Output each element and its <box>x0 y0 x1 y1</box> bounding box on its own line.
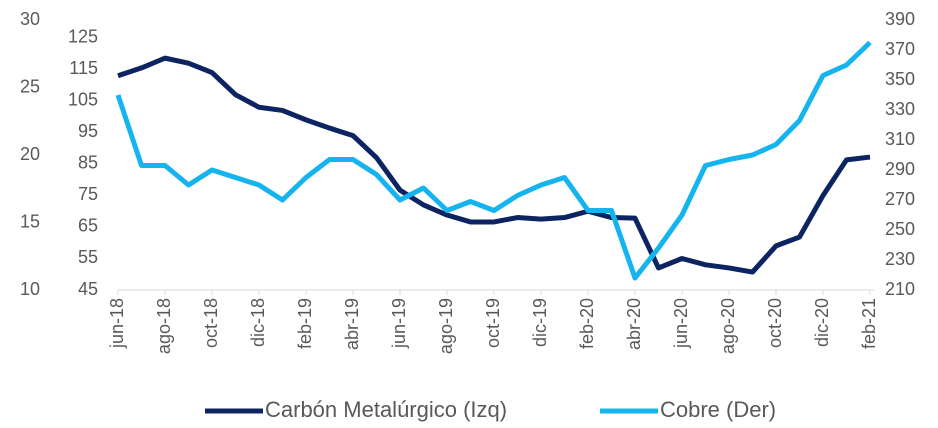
x-tick-label: oct-18 <box>201 298 221 348</box>
y3-tick-label: 25 <box>20 76 40 96</box>
y2-tick-label: 370 <box>885 39 915 59</box>
x-tick-label: dic-20 <box>812 298 832 347</box>
y2-tick-label: 250 <box>885 219 915 239</box>
y2-tick-label: 230 <box>885 249 915 269</box>
y-tick-label: 115 <box>69 58 98 78</box>
y-tick-label: 95 <box>78 121 98 141</box>
y2-tick-label: 330 <box>885 99 915 119</box>
y3-tick-label: 30 <box>20 9 40 29</box>
y-tick-label: 105 <box>68 90 98 110</box>
legend-label: Carbón Metalúrgico (Izq) <box>265 397 507 422</box>
legend-label: Cobre (Der) <box>660 397 776 422</box>
x-tick-label: oct-19 <box>483 298 503 348</box>
x-tick-label: dic-18 <box>248 298 268 347</box>
x-tick-label: oct-20 <box>765 298 785 348</box>
x-tick-label: dic-19 <box>530 298 550 347</box>
y-tick-label: 55 <box>78 247 98 267</box>
x-tick-label: ago-19 <box>436 298 456 354</box>
line-series <box>117 55 871 275</box>
x-tick-label: feb-19 <box>295 298 315 349</box>
y-tick-label: 75 <box>78 184 98 204</box>
x-tick-label: ago-20 <box>718 298 738 354</box>
y2-tick-label: 350 <box>885 69 915 89</box>
y3-tick-label: 20 <box>20 144 40 164</box>
y3-tick-label: 15 <box>20 211 40 231</box>
y2-tick-label: 290 <box>885 159 915 179</box>
line-series <box>115 40 872 281</box>
x-tick-label: abr-19 <box>342 298 362 350</box>
x-tick-label: feb-21 <box>859 298 879 349</box>
y-tick-label: 65 <box>78 216 98 236</box>
y2-tick-label: 390 <box>885 9 915 29</box>
y2-tick-label: 270 <box>885 189 915 209</box>
y2-tick-label: 310 <box>885 129 915 149</box>
x-tick-label: jun-19 <box>389 298 409 349</box>
y2-tick-label: 210 <box>885 279 915 299</box>
y-tick-label: 45 <box>78 279 98 299</box>
x-tick-label: jun-20 <box>671 298 691 349</box>
y3-tick-label: 10 <box>20 279 40 299</box>
x-tick-label: jun-18 <box>107 298 127 349</box>
y-tick-label: 125 <box>68 27 98 47</box>
x-tick-label: ago-18 <box>154 298 174 354</box>
x-tick-label: feb-20 <box>577 298 597 349</box>
y-tick-label: 85 <box>78 153 98 173</box>
x-tick-label: abr-20 <box>624 298 644 350</box>
